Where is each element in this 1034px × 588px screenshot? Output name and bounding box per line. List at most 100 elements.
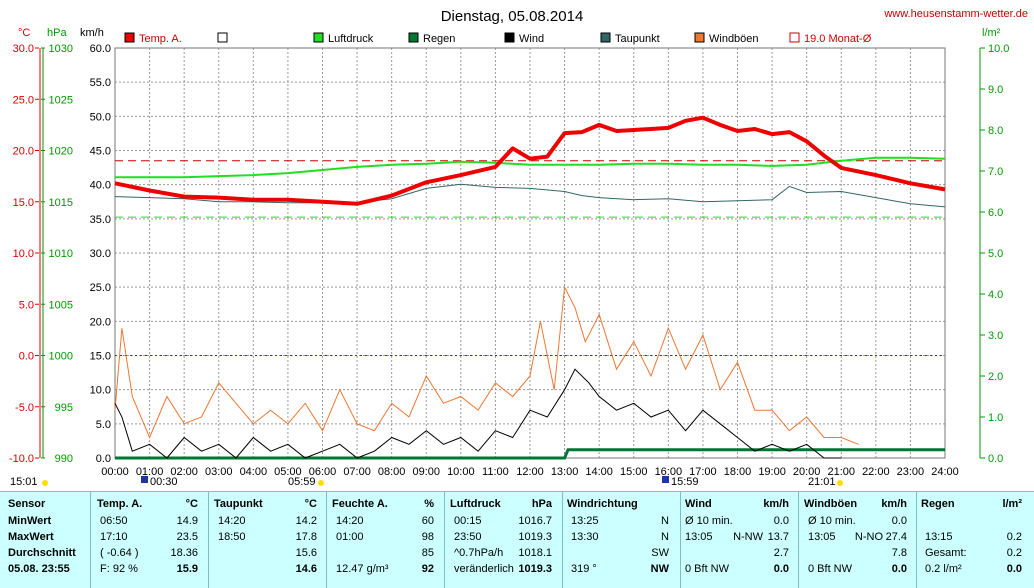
moon-icon xyxy=(141,476,148,483)
wind-tick-label: 60.0 xyxy=(90,43,111,55)
table-header-regen_u: l/m² xyxy=(1002,498,1022,510)
time-tick-label: 18:00 xyxy=(724,466,752,478)
moon2-label: 15:59 xyxy=(671,476,699,488)
table-cell-cur-temp_time: F: 92 % xyxy=(100,563,138,575)
table-cell-max-tau_time: 18:50 xyxy=(218,531,246,543)
rain-tick-label: 9.0 xyxy=(988,84,1003,96)
legend-label-temp: Temp. A. xyxy=(139,33,182,45)
pressure-unit: hPa xyxy=(47,27,67,39)
table-header-tau: Taupunkt xyxy=(214,498,263,510)
site-url[interactable]: www.heusenstamm-wetter.de xyxy=(883,8,1028,20)
time-tick-label: 21:00 xyxy=(827,466,855,478)
table-cell-max-tau_val: 17.8 xyxy=(295,531,317,543)
time-tick-label: 11:00 xyxy=(482,466,509,478)
rain-tick-label: 1.0 xyxy=(988,412,1003,424)
time-tick-label: 00:00 xyxy=(101,466,129,478)
table-header-regen: Regen xyxy=(921,498,955,510)
table-cell-min-boeen_time: Ø 10 min. xyxy=(808,515,856,527)
time-tick-label: 14:00 xyxy=(585,466,613,478)
table-cell-max-temp_time: 17:10 xyxy=(100,531,128,543)
rain-unit: l/m² xyxy=(982,27,1001,39)
series-regen xyxy=(115,448,945,460)
table-divider xyxy=(208,492,209,588)
wind-tick-label: 20.0 xyxy=(90,316,111,328)
table-header-luft: Luftdruck xyxy=(450,498,501,510)
table-cell-avg-richtung_val: SW xyxy=(651,547,669,559)
legend-label-wind: Wind xyxy=(519,33,544,45)
rain-tick-label: 7.0 xyxy=(988,166,1003,178)
table-cell-cur-feuchte_val: 92 xyxy=(421,563,434,575)
table-cell-cur-wind_time: 0 Bft NW xyxy=(685,563,730,575)
pressure-tick-label: 1000 xyxy=(49,351,73,363)
table-cell-cur-boeen_time: 0 Bft NW xyxy=(808,563,853,575)
temp-tick-label: 0.0 xyxy=(19,351,34,363)
time-tick-label: 16:00 xyxy=(655,466,683,478)
rain-tick-label: 0.0 xyxy=(988,453,1003,465)
temp-tick-label: 5.0 xyxy=(19,299,34,311)
table-cell-max-regen_time: 13:15 xyxy=(925,531,953,543)
time-tick-label: 09:00 xyxy=(412,466,440,478)
table-row-label-avg: Durchschnitt xyxy=(8,547,76,559)
time-tick-label: 07:00 xyxy=(343,466,371,478)
legend-label-windboeen: Windböen xyxy=(709,33,759,45)
rain-tick-label: 3.0 xyxy=(988,330,1003,342)
table-cell-min-richtung_time: 13:25 xyxy=(571,515,599,527)
rain-tick-label: 5.0 xyxy=(988,248,1003,260)
table-cell-cur-feuchte_time: 12.47 g/m³ xyxy=(336,563,389,575)
time-tick-label: 02:00 xyxy=(170,466,198,478)
pressure-tick-label: 990 xyxy=(55,453,73,465)
wind-tick-label: 55.0 xyxy=(90,77,111,89)
table-cell-max-wind_time: 13:05 xyxy=(685,531,713,543)
table-row-label-cur: 05.08. 23:55 xyxy=(8,563,70,575)
stats-table: Sensor Temp. A. °C Taupunkt °C Feuchte A.% Luf… xyxy=(0,491,1034,588)
table-cell-cur-richtung_val: NW xyxy=(650,563,669,575)
table-cell-avg-feuchte_val: 85 xyxy=(421,547,434,559)
table-cell-min-feuchte_val: 60 xyxy=(421,515,434,527)
pressure-tick-label: 1010 xyxy=(49,248,73,260)
table-cell-avg-luft_time: ^0.7hPa/h xyxy=(454,547,504,559)
time-tick-label: 24:00 xyxy=(931,466,959,478)
table-cell-min-boeen_val: 0.0 xyxy=(891,515,907,527)
table-header-temp: Temp. A. xyxy=(97,498,143,510)
table-cell-max-boeen_val: 27.4 xyxy=(885,531,907,543)
table-cell-cur-luft_val: 1019.3 xyxy=(518,563,552,575)
table-cell-avg-regen_val: 0.2 xyxy=(1006,547,1022,559)
table-cell-max-luft_val: 1019.3 xyxy=(518,531,552,543)
sun-icon xyxy=(42,480,48,486)
time-tick-label: 15:00 xyxy=(620,466,648,478)
time-tick-label: 19:00 xyxy=(758,466,786,478)
table-cell-min-tau_val: 14.2 xyxy=(295,515,317,527)
table-cell-max-richtung_val: N xyxy=(661,531,669,543)
wind-tick-label: 15.0 xyxy=(90,351,111,363)
temp-tick-label: -5.0 xyxy=(15,402,34,414)
time-tick-label: 10:00 xyxy=(447,466,475,478)
sunset-label: 21:01 xyxy=(808,476,836,488)
table-cell-cur-tau_val: 14.6 xyxy=(295,563,317,575)
table-cell-max-richtung_time: 13:30 xyxy=(571,531,599,543)
legend-label-monat: 19.0 Monat-Ø xyxy=(804,33,872,45)
time-tick-label: 23:00 xyxy=(897,466,925,478)
table-header-boeen_u: km/h xyxy=(881,498,907,510)
table-cell-cur-luft_time: veränderlich xyxy=(454,563,514,575)
table-cell-min-temp_val: 14.9 xyxy=(176,515,198,527)
table-divider xyxy=(916,492,917,588)
table-divider xyxy=(562,492,563,588)
rain-tick-label: 6.0 xyxy=(988,207,1003,219)
wind-tick-label: 35.0 xyxy=(90,214,111,226)
time-tick-label: 12:00 xyxy=(516,466,544,478)
temp-tick-label: 10.0 xyxy=(13,248,34,260)
pressure-tick-label: 1005 xyxy=(49,299,73,311)
table-divider xyxy=(326,492,327,588)
chart-title: Dienstag, 05.08.2014 xyxy=(441,8,584,25)
legend-label-regen: Regen xyxy=(423,33,455,45)
table-divider xyxy=(798,492,799,588)
table-cell-max-wind_dir: N-NW xyxy=(733,531,763,543)
time-tick-label: 13:00 xyxy=(551,466,579,478)
legend-swatch-temp xyxy=(124,32,135,43)
legend-swatch-taupunkt xyxy=(600,32,611,43)
table-cell-min-richtung_val: N xyxy=(661,515,669,527)
table-header-feuchte: Feuchte A. xyxy=(332,498,388,510)
legend-swatch-regen xyxy=(408,32,419,43)
pressure-tick-label: 995 xyxy=(55,402,73,414)
sunrise-icon xyxy=(318,480,324,486)
